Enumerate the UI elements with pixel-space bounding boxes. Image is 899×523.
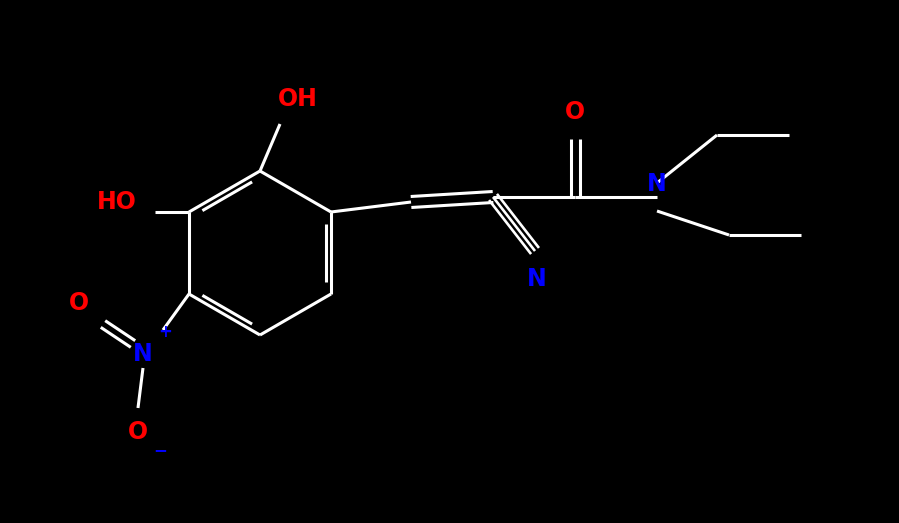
Text: O: O <box>565 100 585 124</box>
Text: HO: HO <box>97 190 137 214</box>
Text: OH: OH <box>278 87 318 111</box>
Text: −: − <box>153 441 167 459</box>
Text: O: O <box>69 291 89 315</box>
Text: N: N <box>647 172 667 196</box>
Text: +: + <box>158 323 172 341</box>
Text: O: O <box>128 420 148 444</box>
Text: N: N <box>133 342 153 366</box>
Text: N: N <box>527 267 547 291</box>
